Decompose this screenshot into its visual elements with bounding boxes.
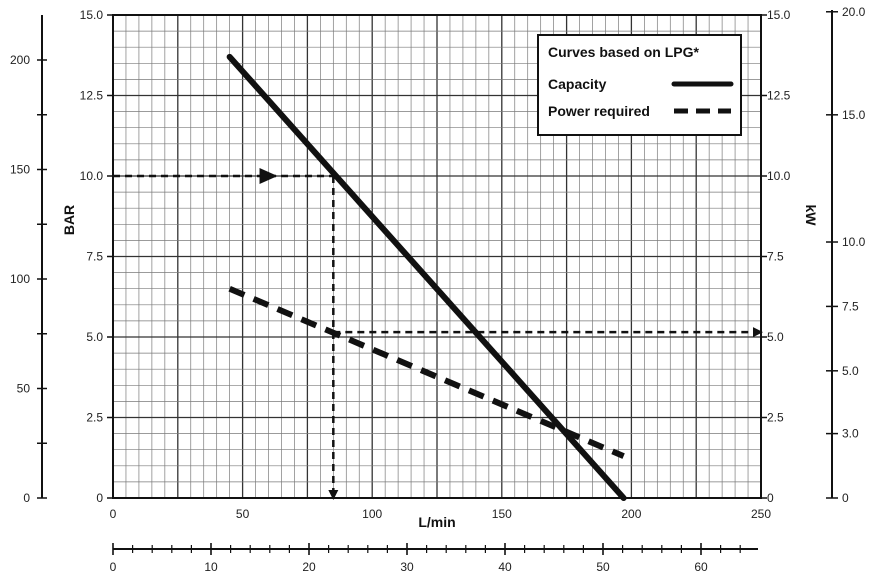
secondary-x-tick-label: 20 [302, 560, 316, 574]
kw-axis-tick-label: 20.0 [842, 5, 866, 19]
y-tick-label: 2.5 [86, 411, 103, 425]
legend-entry-label: Power required [548, 103, 650, 119]
y-right-tick-label: 5.0 [767, 330, 784, 344]
x-tick-label: 50 [236, 507, 250, 521]
power-required-line [228, 285, 625, 459]
x-tick-label: 250 [751, 507, 771, 521]
y-tick-label: 10.0 [80, 169, 104, 183]
secondary-x-tick-label: 60 [694, 560, 708, 574]
y-tick-label: 12.5 [80, 89, 104, 103]
axes [37, 10, 838, 555]
bar-axis-title: BAR [61, 205, 77, 235]
y-right-tick-label: 7.5 [767, 250, 784, 264]
x-tick-label: 100 [362, 507, 382, 521]
y-right-tick-label: 0 [767, 491, 774, 505]
y-tick-label: 0 [96, 491, 103, 505]
kw-axis-title: kW [803, 205, 819, 227]
kw-axis-tick-label: 3.0 [842, 427, 859, 441]
y-tick-label: 15.0 [80, 8, 104, 22]
secondary-x-tick-label: 50 [596, 560, 610, 574]
kw-axis-tick-label: 5.0 [842, 364, 859, 378]
y-right-tick-label: 2.5 [767, 411, 784, 425]
x-tick-label: 0 [110, 507, 117, 521]
x-tick-label: 150 [492, 507, 512, 521]
secondary-x-tick-label: 40 [498, 560, 512, 574]
secondary-x-tick-label: 10 [204, 560, 218, 574]
x-tick-label: 200 [621, 507, 641, 521]
bar-axis-tick-label: 100 [10, 272, 30, 286]
secondary-x-tick-label: 0 [110, 560, 117, 574]
labels: 0 02.5 2.55.0 5.07.5 7.510.0 10.012.5 12.515.0… [10, 5, 866, 574]
y-right-tick-label: 15.0 [767, 8, 791, 22]
kw-axis-tick-label: 10.0 [842, 235, 866, 249]
y-right-tick-label: 10.0 [767, 169, 791, 183]
bar-axis-tick-label: 200 [10, 53, 30, 67]
bar-axis-tick-label: 150 [10, 163, 30, 177]
y-right-tick-label: 12.5 [767, 89, 791, 103]
legend-entry-label: Capacity [548, 76, 607, 92]
y-tick-label: 5.0 [86, 330, 103, 344]
kw-axis-tick-label: 0 [842, 491, 849, 505]
kw-axis-tick-label: 15.0 [842, 108, 866, 122]
bar-axis-tick-label: 0 [23, 491, 30, 505]
series [226, 53, 627, 501]
bar-axis-tick-label: 50 [17, 382, 31, 396]
annotations [113, 168, 763, 500]
guide-arrowhead [259, 168, 278, 184]
secondary-x-tick-label: 30 [400, 560, 414, 574]
x-axis-title: L/min [418, 514, 455, 530]
kw-axis-tick-label: 7.5 [842, 299, 859, 313]
y-tick-label: 7.5 [86, 250, 103, 264]
legend: Curves based on LPG* Capacity Power requir… [537, 34, 742, 136]
legend-title: Curves based on LPG* [548, 44, 699, 60]
capacity-line [226, 53, 627, 501]
